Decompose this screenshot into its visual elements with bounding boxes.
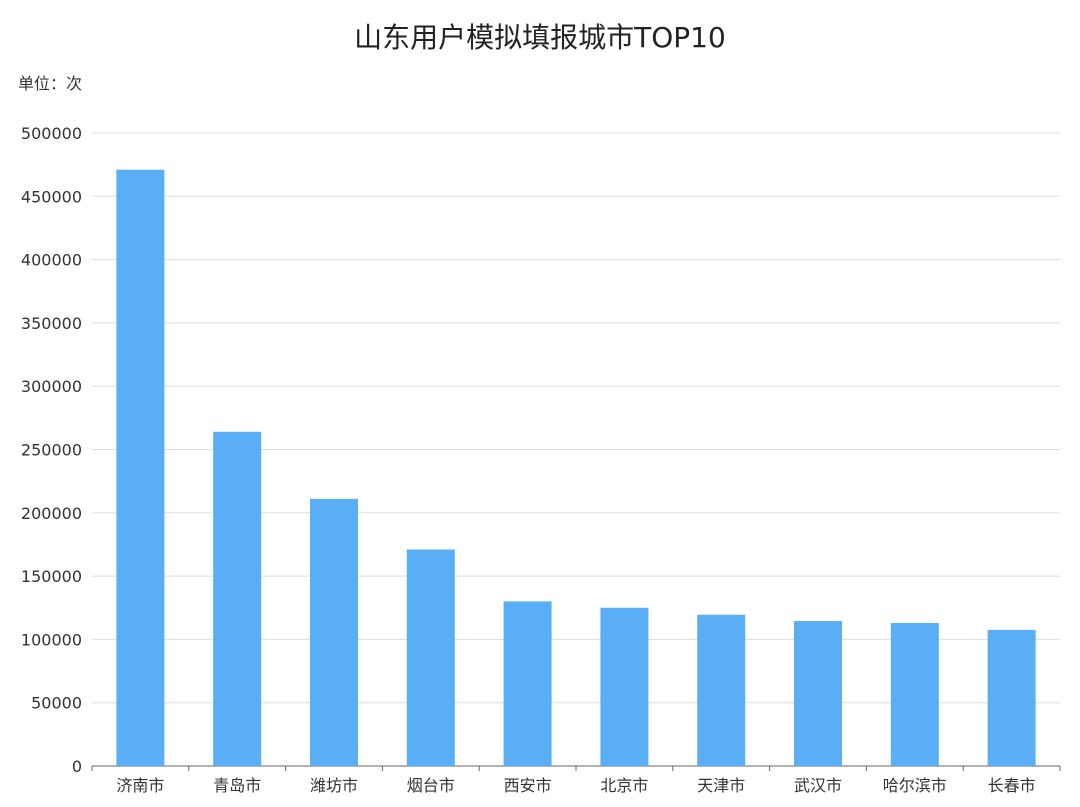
unit-label: 单位：次: [18, 74, 83, 93]
bar[interactable]: [697, 614, 746, 766]
x-tick-label: 哈尔滨市: [883, 776, 947, 795]
chart-title: 山东用户模拟填报城市TOP10: [354, 21, 726, 54]
bar[interactable]: [890, 622, 939, 766]
y-tick-label: 450000: [21, 187, 82, 206]
x-tick-label: 长春市: [988, 776, 1036, 795]
x-tick-label: 武汉市: [794, 776, 842, 795]
x-tick-label: 济南市: [116, 776, 164, 795]
x-tick-label: 天津市: [697, 776, 745, 795]
y-tick-label: 0: [72, 757, 82, 776]
bar[interactable]: [213, 431, 262, 766]
y-tick-label: 400000: [21, 251, 82, 270]
x-tick-label: 青岛市: [213, 776, 261, 795]
bar[interactable]: [310, 498, 358, 766]
y-tick-label: 200000: [21, 504, 82, 523]
bar[interactable]: [600, 607, 649, 766]
y-tick-label: 150000: [21, 567, 82, 586]
y-tick-label: 350000: [21, 314, 82, 333]
x-tick-label: 潍坊市: [310, 776, 358, 795]
bar[interactable]: [406, 549, 455, 766]
y-tick-label: 300000: [21, 377, 82, 396]
y-tick-label: 500000: [21, 124, 82, 143]
bar[interactable]: [987, 629, 1036, 766]
y-tick-label: 100000: [21, 630, 82, 649]
x-tick-label: 北京市: [600, 776, 648, 795]
x-tick-label: 西安市: [504, 776, 552, 795]
x-tick-label: 烟台市: [407, 776, 455, 795]
bar[interactable]: [503, 601, 552, 766]
bar[interactable]: [794, 621, 842, 766]
y-tick-label: 250000: [21, 441, 82, 460]
bar[interactable]: [116, 169, 165, 767]
y-tick-label: 50000: [31, 694, 82, 713]
